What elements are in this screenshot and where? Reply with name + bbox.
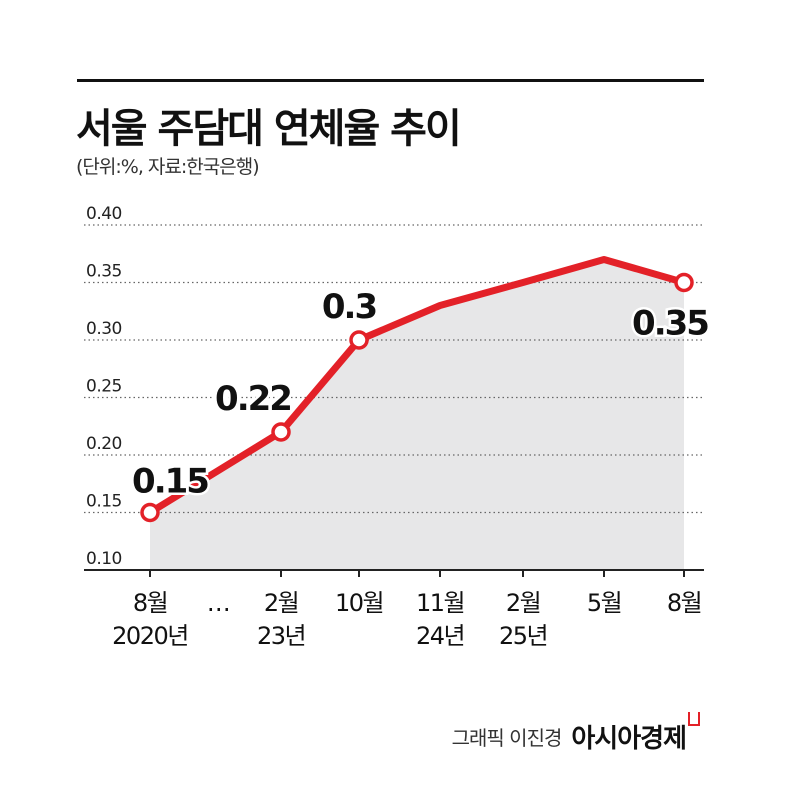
- title-rule: [77, 79, 704, 82]
- x-tick-label: …: [207, 589, 230, 617]
- data-point: [674, 272, 694, 293]
- x-tick-label: 2월: [506, 589, 540, 617]
- y-tick-label: 0.15: [86, 492, 122, 512]
- x-tick-label: 10월: [335, 589, 383, 617]
- data-label: 0.15: [132, 462, 208, 502]
- chart-title: 서울 주담대 연체율 추이: [76, 106, 462, 152]
- x-tick-label: 2월: [264, 589, 298, 617]
- x-tick-label-year: 23년: [257, 622, 305, 650]
- data-label: 0.3: [322, 287, 376, 327]
- x-tick-label: 11월: [416, 589, 464, 617]
- x-tick-label: 5월: [587, 589, 621, 617]
- y-tick-label: 0.20: [86, 434, 122, 454]
- x-tick-label-year: 24년: [416, 622, 464, 650]
- x-tick-label: 8월: [133, 589, 167, 617]
- credit-author: 그래픽 이진경: [451, 726, 563, 750]
- credit: 그래픽 이진경 아시아경제: [451, 712, 700, 755]
- data-point: [349, 330, 369, 350]
- x-tick-label-year: 25년: [499, 622, 547, 650]
- brand-mark-icon: [688, 712, 700, 726]
- brand-name: 아시아경제: [571, 724, 687, 754]
- y-tick-label: 0.10: [86, 549, 122, 569]
- brand-logo: 아시아경제: [571, 712, 700, 755]
- chart-subtitle: (단위:%, 자료:한국은행): [76, 156, 260, 178]
- y-tick-label: 0.30: [86, 319, 122, 339]
- data-label: 0.22: [215, 379, 291, 419]
- data-point: [140, 502, 160, 523]
- data-label: 0.35: [632, 304, 708, 344]
- y-tick-label: 0.25: [86, 377, 122, 397]
- x-tick-label-year: 2020년: [112, 622, 188, 650]
- y-tick-label: 0.35: [86, 262, 122, 282]
- x-tick-label: 8월: [667, 589, 701, 617]
- y-tick-label: 0.40: [86, 204, 122, 224]
- area-fill: [150, 259, 684, 570]
- data-point: [271, 422, 291, 442]
